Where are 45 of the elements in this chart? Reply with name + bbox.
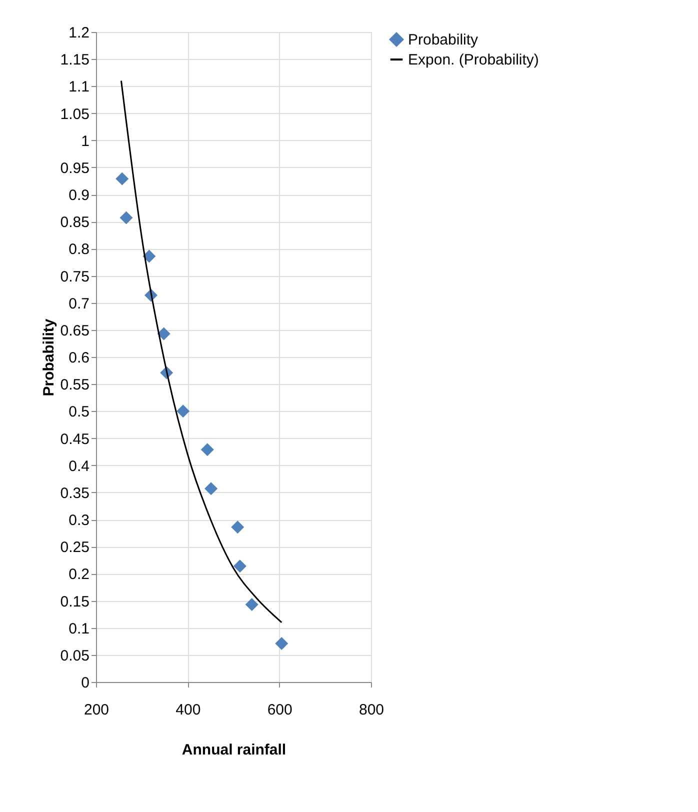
- y-tick-label: 0.35: [60, 484, 90, 502]
- y-tick-label: 1.2: [68, 24, 90, 42]
- y-tick-label: 0.6: [68, 350, 90, 366]
- y-tick-label: 0.05: [60, 647, 90, 664]
- y-tick-label: 0.9: [68, 187, 90, 204]
- y-tick-label: 0.55: [60, 376, 90, 394]
- x-tick-label: 800: [358, 702, 384, 718]
- x-tick-label: 600: [267, 702, 292, 718]
- y-tick-label: 1.1: [68, 78, 90, 96]
- point: [157, 327, 170, 340]
- x-tick-label: 400: [176, 702, 201, 718]
- y-tick-label: 0.5: [68, 404, 90, 421]
- y-tick-label: 0.3: [68, 512, 90, 529]
- y-tick-label: 1: [81, 132, 90, 150]
- y-tick-label: 0.15: [60, 593, 90, 610]
- point: [176, 404, 190, 418]
- y-tick-label: 0.4: [68, 458, 90, 475]
- point: [204, 482, 218, 496]
- x-tick-label: 200: [84, 702, 110, 718]
- x-axis-title: Annual rainfall: [182, 742, 286, 758]
- point: [275, 637, 288, 650]
- y-tick-label: 1.15: [60, 52, 90, 69]
- y-tick-label: 0.65: [60, 322, 90, 340]
- line-series: [120, 80, 282, 624]
- y-tick-label: 0.1: [68, 620, 90, 638]
- point: [245, 598, 258, 612]
- y-tick-label: 0.95: [60, 160, 90, 177]
- point: [233, 560, 246, 573]
- y-tick-label: 0.85: [60, 214, 90, 232]
- y-tick-label: 0: [81, 674, 90, 692]
- y-tick-label: 0.75: [60, 268, 90, 286]
- point: [120, 211, 133, 224]
- y-tick-label: 0.2: [68, 566, 90, 584]
- legend-label: Probability: [408, 32, 479, 48]
- y-axis-title: Probability: [40, 318, 58, 396]
- y-tick-label: 0.8: [68, 241, 90, 258]
- y-tick-label: 0.45: [60, 430, 90, 448]
- legend-label: Expon. (Probability): [408, 52, 539, 68]
- point: [142, 250, 156, 263]
- point: [116, 172, 129, 186]
- point: [231, 520, 244, 534]
- point: [200, 443, 214, 456]
- y-tick-label: 0.7: [68, 295, 90, 312]
- y-tick-label: 0.25: [60, 539, 90, 556]
- y-tick-label: 1.05: [60, 106, 90, 123]
